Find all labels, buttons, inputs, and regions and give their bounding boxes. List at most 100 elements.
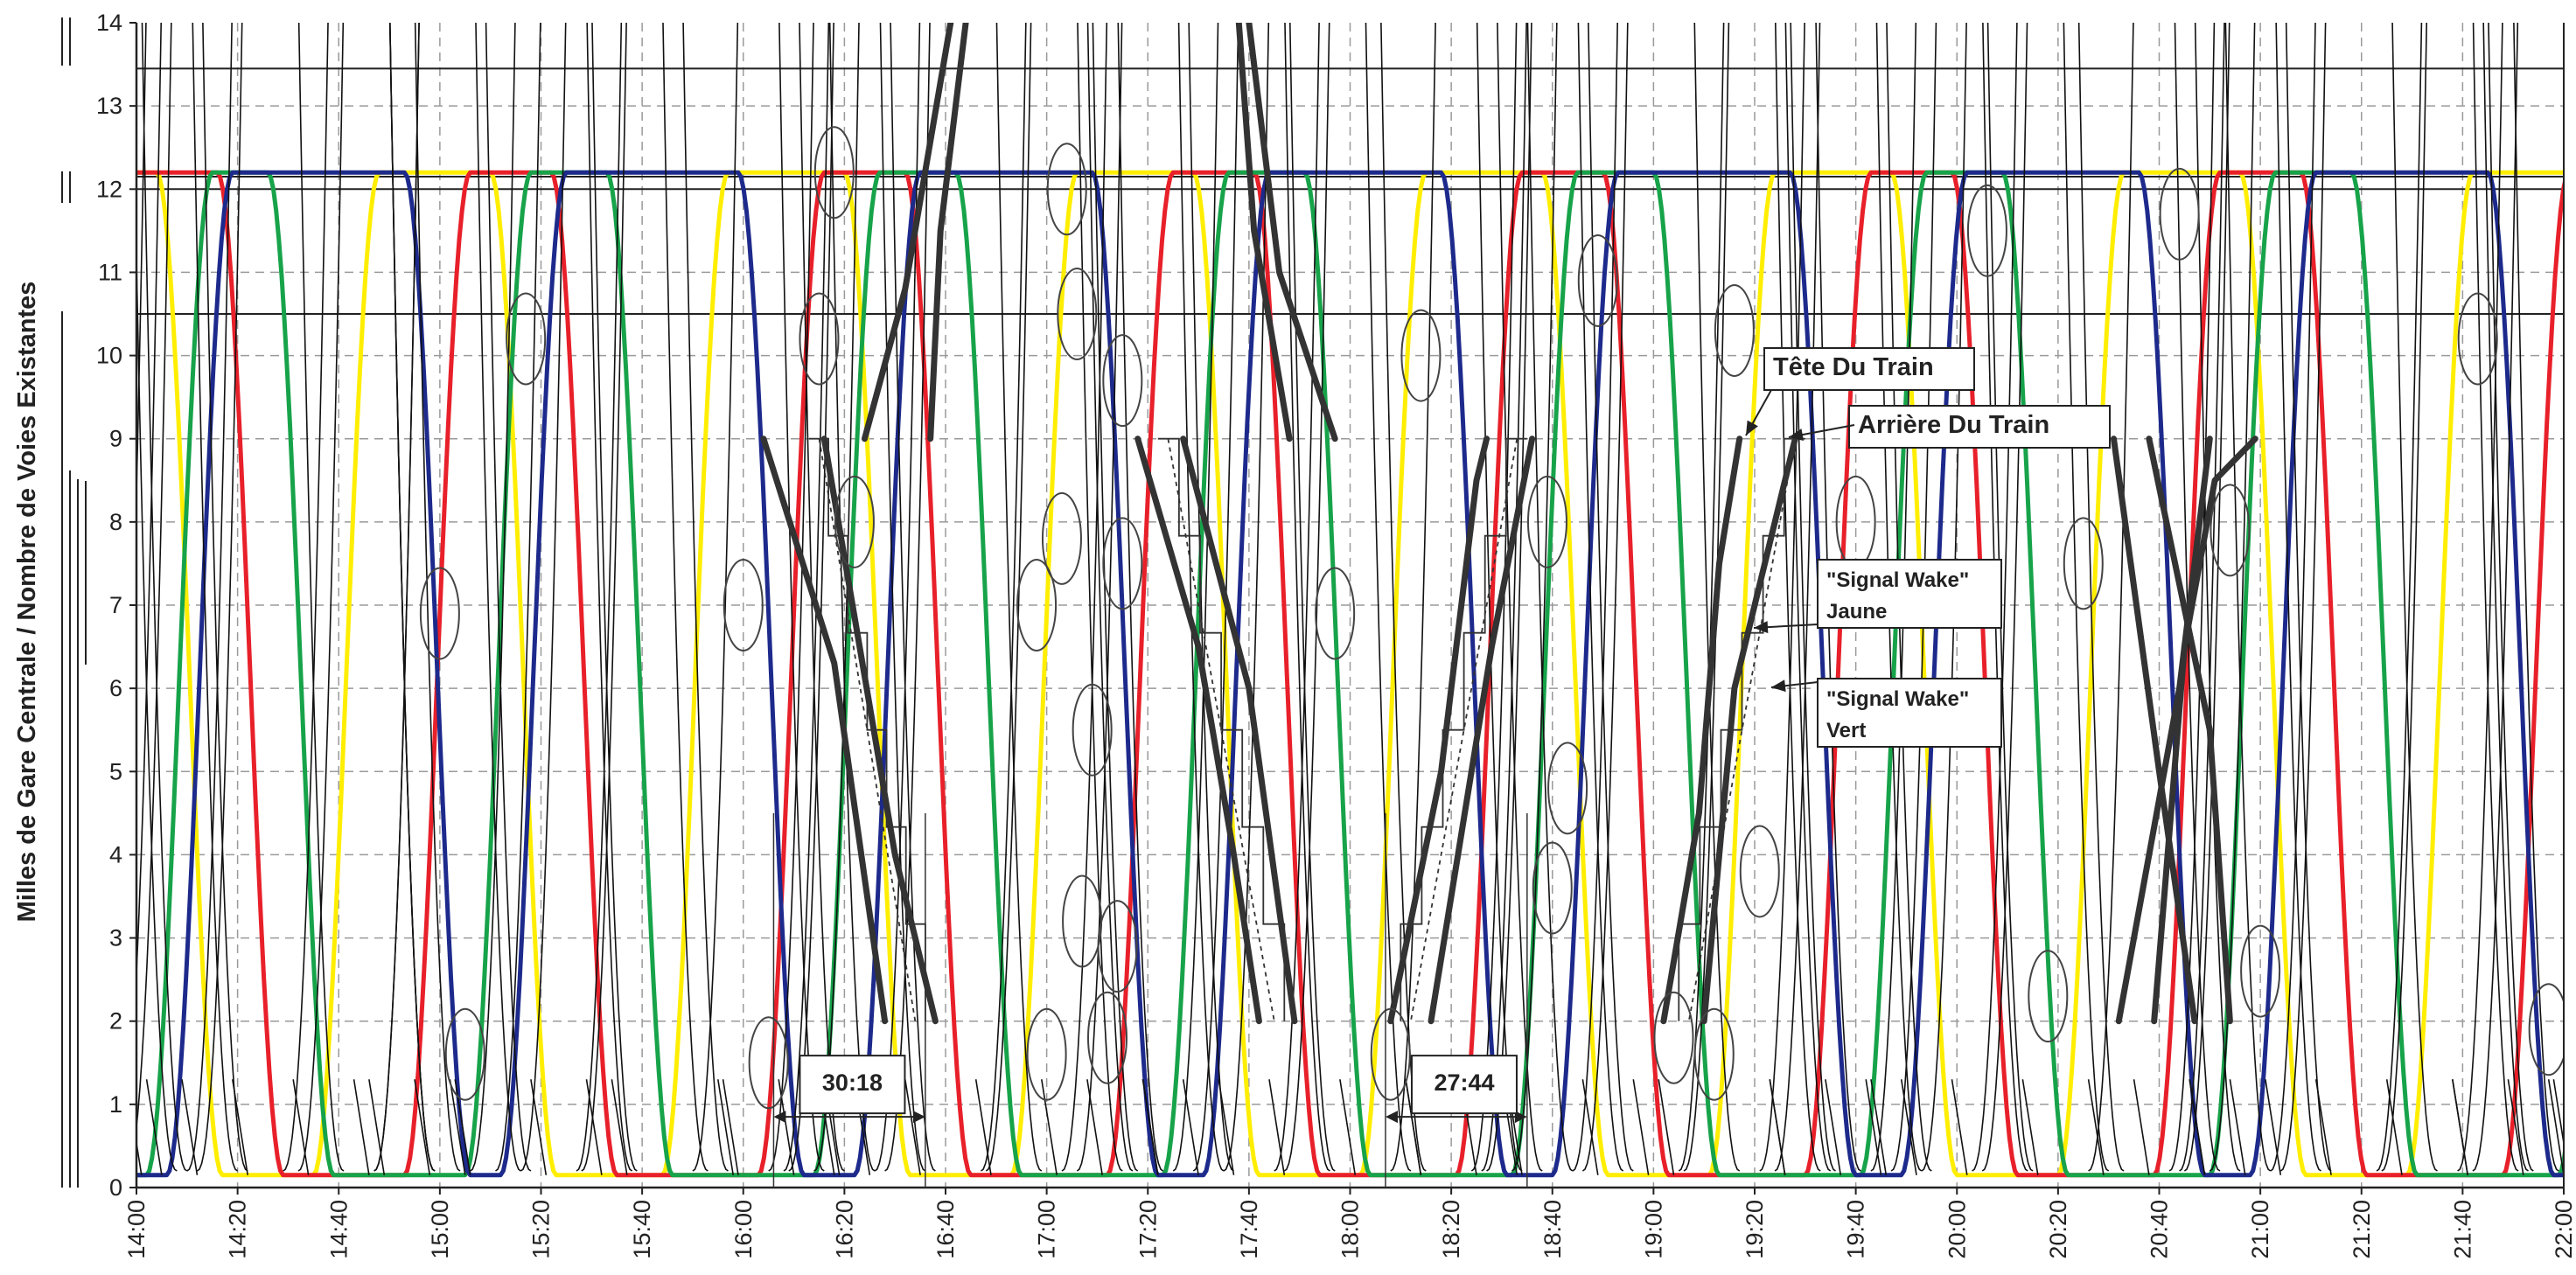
thin-train-tick xyxy=(2265,1079,2282,1175)
thin-train-tick xyxy=(904,1079,921,1175)
x-tick-label: 15:40 xyxy=(629,1200,655,1259)
thin-train-line xyxy=(2174,23,2221,1172)
ellipse-marker xyxy=(748,1016,789,1110)
x-tick-label: 21:00 xyxy=(2247,1200,2273,1259)
thin-train-line xyxy=(1061,23,1108,1172)
x-tick-label: 20:20 xyxy=(2045,1200,2071,1259)
y-tick-label: 1 xyxy=(109,1091,122,1118)
thin-train-line xyxy=(1283,23,1330,1172)
thin-train-line xyxy=(475,23,521,1172)
thin-train-line xyxy=(2381,23,2428,1172)
thin-train-tick xyxy=(136,1139,143,1175)
y-tick-label: 10 xyxy=(96,343,122,369)
ellipse-marker xyxy=(1714,284,1755,378)
thin-train-tick xyxy=(1141,1079,1159,1175)
thick-train-line xyxy=(1387,435,1490,1025)
thin-train-tick xyxy=(722,1079,739,1175)
thin-train-line xyxy=(828,23,876,1172)
ellipse-marker xyxy=(1532,841,1573,935)
y-tick-label: 11 xyxy=(98,259,122,285)
thin-train-line xyxy=(1177,23,1225,1172)
thin-train-tick xyxy=(1658,1079,1675,1175)
thin-train-tick xyxy=(2087,1079,2105,1175)
y-tick-label: 12 xyxy=(96,176,122,202)
thin-train-line xyxy=(414,23,461,1172)
y-tick-label: 9 xyxy=(109,426,122,452)
thick-train-line xyxy=(2146,435,2233,1025)
thin-train-line xyxy=(1188,23,1234,1172)
thick-train-line xyxy=(1246,23,1338,442)
thin-train-line xyxy=(1581,23,1629,1172)
x-tick-label: 16:40 xyxy=(932,1200,959,1259)
interval-arrowhead-right xyxy=(1514,1111,1527,1124)
thin-train-line xyxy=(297,23,345,1172)
y-tick-label: 6 xyxy=(109,675,122,701)
series-line-green xyxy=(136,170,2564,1178)
thin-train-line xyxy=(1172,23,1219,1172)
thin-train-line xyxy=(768,23,814,1172)
thin-train-line xyxy=(813,23,860,1172)
ellipse-marker xyxy=(1057,268,1098,360)
y-axis-label: Milles de Gare Centrale / Nombre de Voie… xyxy=(13,282,41,923)
thin-train-tick xyxy=(181,1079,199,1175)
thick-train-lines xyxy=(760,23,2258,1025)
ellipse-marker xyxy=(1315,567,1356,660)
x-tick-label: 18:20 xyxy=(1438,1200,1464,1259)
x-tick-label: 14:00 xyxy=(123,1200,150,1259)
signal-step xyxy=(808,437,926,1021)
x-tick-label: 18:00 xyxy=(1337,1200,1364,1259)
ellipse-marker xyxy=(834,475,875,568)
thin-train-line xyxy=(388,23,436,1172)
tete-label: Tête Du Train xyxy=(1773,353,1934,381)
interval-arrowhead-right xyxy=(912,1111,925,1124)
thin-train-tick xyxy=(414,1079,431,1175)
x-tick-label: 15:20 xyxy=(528,1200,555,1259)
thin-train-line xyxy=(1486,23,1532,1172)
thin-train-line xyxy=(485,23,532,1172)
x-tick-label: 19:40 xyxy=(1843,1200,1869,1259)
thin-train-tick xyxy=(1339,1079,1357,1175)
tete-box xyxy=(1763,347,1975,391)
thin-train-line xyxy=(2285,23,2332,1172)
signal-step xyxy=(1678,437,1805,1021)
thin-train-tick xyxy=(2021,1079,2039,1175)
ellipse-marker xyxy=(2028,950,2069,1043)
y-tick-label: 8 xyxy=(109,509,122,535)
thin-train-line xyxy=(2209,23,2256,1172)
thin-train-line xyxy=(788,23,834,1172)
x-tick-label: 16:20 xyxy=(831,1200,857,1259)
ellipse-marker xyxy=(813,126,855,219)
x-tick-label: 17:40 xyxy=(1236,1200,1262,1259)
thin-train-line xyxy=(192,23,239,1172)
thin-train-line xyxy=(1678,23,1725,1172)
thin-train-tick xyxy=(1041,1079,1058,1175)
ellipse-marker xyxy=(2209,484,2251,577)
y-tick-label: 2 xyxy=(109,1008,122,1035)
x-tick-label: 21:40 xyxy=(2449,1200,2475,1259)
thin-train-tick xyxy=(1405,1079,1422,1175)
thin-train-tick xyxy=(368,1079,386,1175)
thin-train-tick xyxy=(1951,1079,1968,1175)
ellipse-marker xyxy=(1046,143,1087,236)
thin-train-line xyxy=(2513,23,2559,1172)
thin-train-tick xyxy=(1268,1079,1286,1175)
y-tick-label: 14 xyxy=(96,10,122,36)
thin-train-line xyxy=(682,23,729,1172)
interval-label: 27:44 xyxy=(1434,1069,1494,1096)
thin-train-tick xyxy=(2189,1079,2206,1175)
ellipse-marker xyxy=(1526,475,1567,568)
thin-train-line xyxy=(2270,23,2316,1172)
signal-step-dotted xyxy=(1410,438,1518,1021)
thin-train-line xyxy=(1117,23,1164,1172)
y-tick-label: 0 xyxy=(109,1174,122,1201)
thin-train-line xyxy=(495,23,541,1172)
thick-train-line xyxy=(862,23,954,442)
ellipse-marker xyxy=(444,1007,485,1101)
thin-train-tick xyxy=(1870,1079,1888,1175)
thin-train-tick xyxy=(1865,1079,1882,1175)
series-line-yellow xyxy=(136,170,2564,1178)
thin-train-line xyxy=(1577,23,1624,1172)
thin-train-line xyxy=(196,23,243,1172)
x-tick-label: 17:20 xyxy=(1134,1200,1161,1259)
